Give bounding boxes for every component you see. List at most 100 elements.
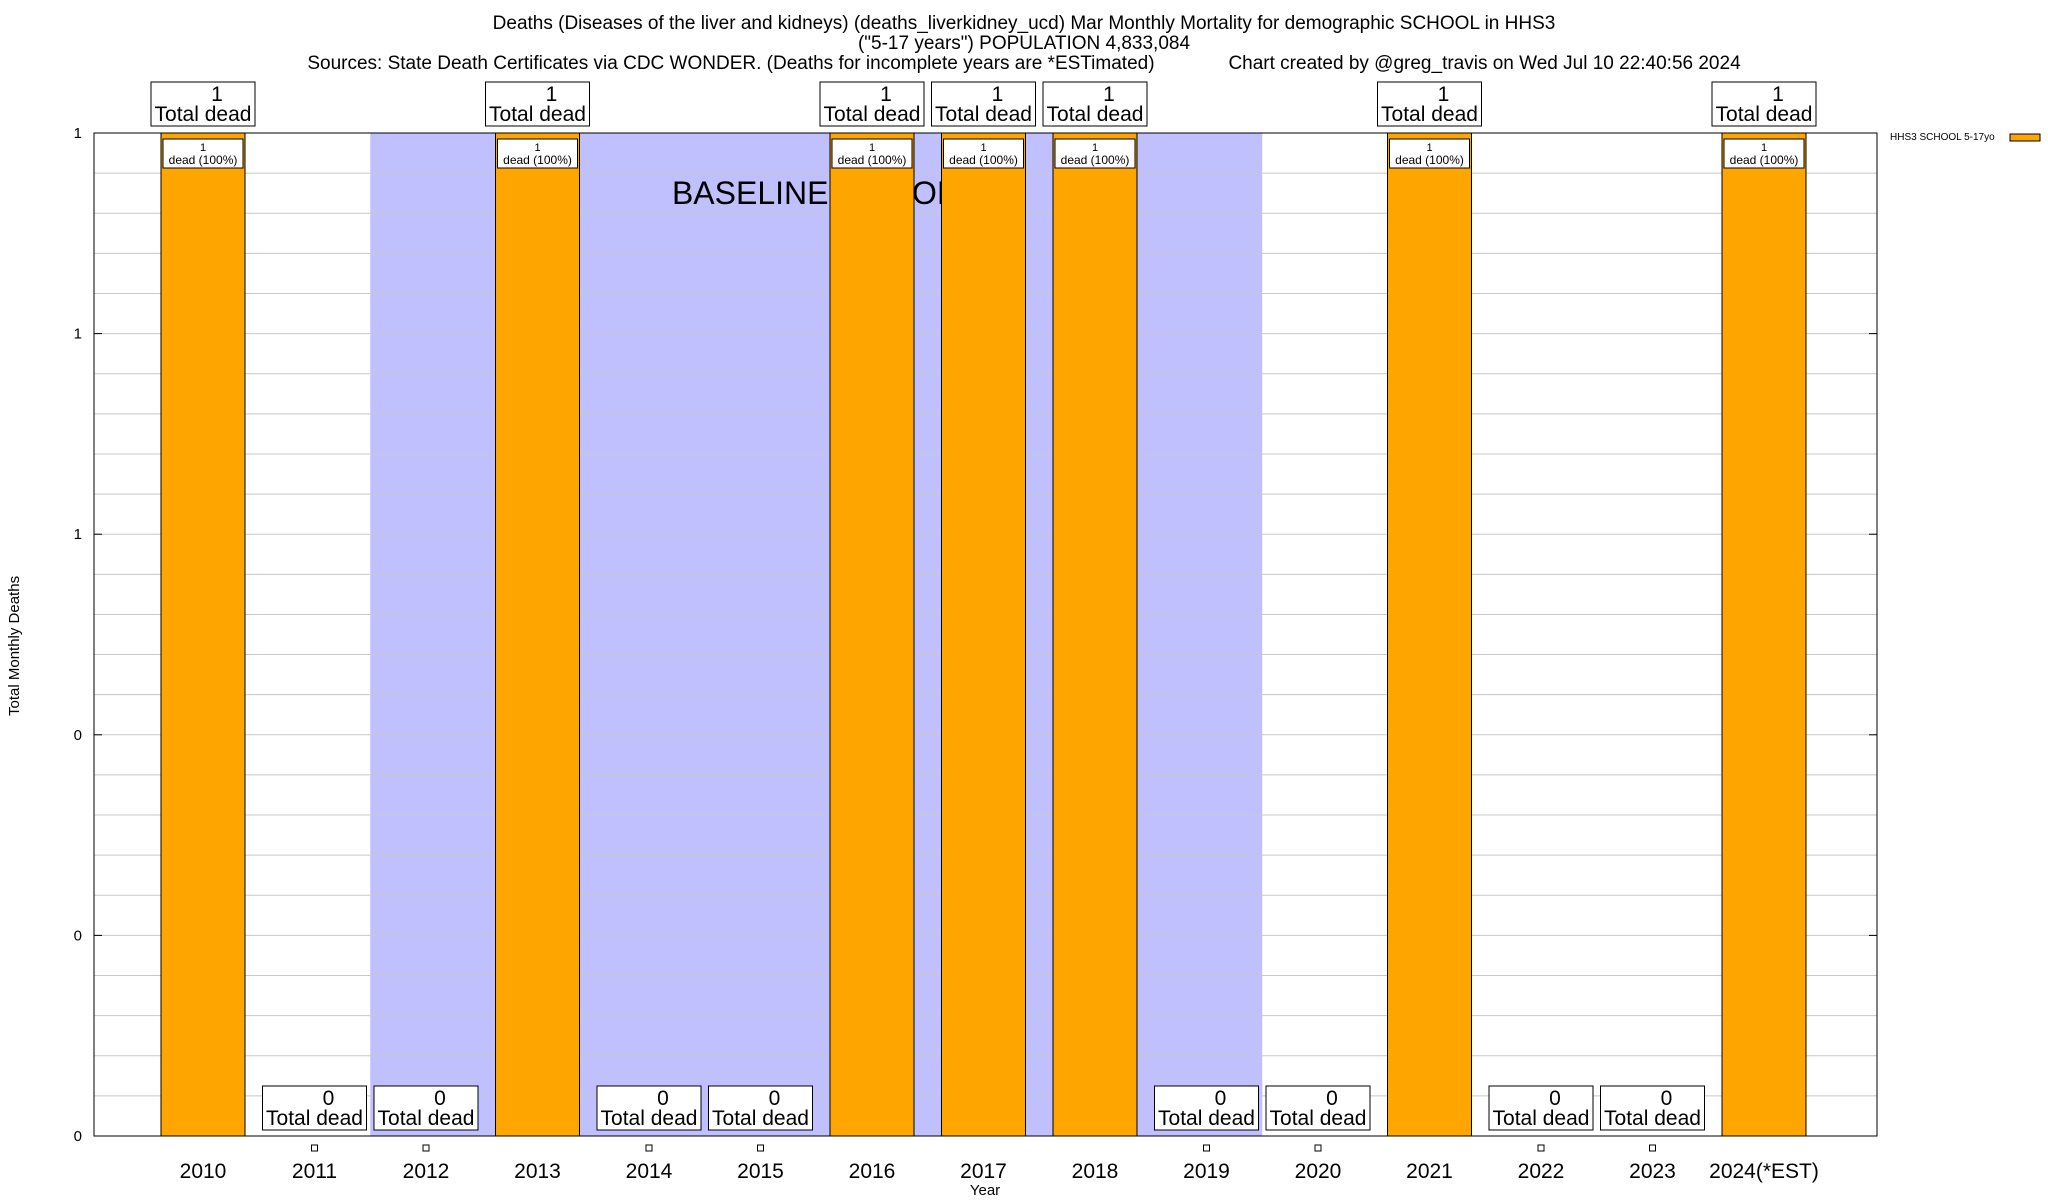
bar-total-label: Total dead [712, 1107, 809, 1130]
bar-total-value: 0 [323, 1087, 335, 1110]
bar-total-label: Total dead [1158, 1107, 1255, 1130]
bar-total-label-box [1711, 81, 1817, 127]
x-tick-label: 2022 [1518, 1160, 1565, 1183]
bar-total-value: 0 [1326, 1087, 1338, 1110]
x-axis-label: Year [969, 1182, 1001, 1199]
bar-total-label-box [373, 1085, 479, 1131]
y-tick-label: 0 [74, 1128, 82, 1145]
bar-inner-label: dead (100%) [1061, 153, 1130, 167]
chart-subtitle: ("5-17 years") POPULATION 4,833,084 [857, 33, 1191, 54]
bar-inner-label: dead (100%) [838, 153, 907, 167]
zero-marker [1314, 1144, 1322, 1152]
bar-total-label: Total dead [1381, 103, 1478, 126]
legend-label: HHS3 SCHOOL 5-17yo [1890, 132, 1995, 143]
bar [1052, 132, 1138, 1137]
bar-total-label: Total dead [601, 1107, 698, 1130]
bar-inner-label: dead (100%) [949, 153, 1018, 167]
x-tick-label: 2012 [403, 1160, 450, 1183]
bar-total-label-box [150, 81, 256, 127]
legend-swatch [2009, 133, 2041, 142]
zero-marker [422, 1144, 430, 1152]
bar-total-value: 1 [1103, 83, 1115, 106]
bar-total-label-box [1600, 1085, 1705, 1131]
zero-marker [1537, 1144, 1545, 1152]
bar-total-label-box [1042, 81, 1148, 127]
zero-marker [757, 1144, 764, 1152]
bar [941, 132, 1026, 1137]
bar-inner-label-box [831, 138, 913, 169]
bar-total-label-box [1488, 1085, 1594, 1131]
bar-total-value: 0 [434, 1087, 446, 1110]
bar [495, 132, 580, 1137]
bar-total-label-box [485, 81, 590, 127]
x-tick-label: 2020 [1295, 1160, 1342, 1183]
zero-marker [645, 1144, 653, 1152]
bar-total-label: Total dead [824, 103, 921, 126]
chart-title: Deaths (Diseases of the liver and kidney… [492, 13, 1556, 34]
bar-inner-value: 1 [1426, 142, 1432, 154]
bar-total-label: Total dead [155, 103, 252, 126]
x-tick-label: 2021 [1406, 1160, 1453, 1183]
bar-total-value: 1 [211, 83, 223, 106]
x-tick-label: 2019 [1183, 1160, 1230, 1183]
bar-total-label: Total dead [935, 103, 1032, 126]
y-tick-label: 0 [74, 927, 82, 944]
bar-total-label: Total dead [1716, 103, 1813, 126]
x-tick-label: 2013 [514, 1160, 561, 1183]
y-tick-label: 1 [74, 125, 82, 142]
bar-total-value: 1 [1772, 83, 1784, 106]
zero-marker [1649, 1144, 1656, 1152]
bar-inner-label-box [1723, 138, 1805, 169]
bar-inner-label-box [162, 138, 244, 169]
bar [829, 132, 915, 1137]
bar-total-value: 0 [1661, 1087, 1673, 1110]
bar [1387, 132, 1472, 1137]
x-tick-label: 2023 [1629, 1160, 1676, 1183]
bar-inner-value: 1 [1092, 142, 1098, 154]
bar-total-label: Total dead [489, 103, 586, 126]
bar-total-label-box [1154, 1085, 1259, 1131]
y-tick-label: 1 [74, 326, 82, 343]
bar-total-label-box [596, 1085, 702, 1131]
x-tick-label: 2017 [960, 1160, 1007, 1183]
bar-inner-label-box [1389, 138, 1470, 169]
bar-inner-value: 1 [980, 142, 986, 154]
bar-inner-label: dead (100%) [503, 153, 572, 167]
bar-total-value: 0 [657, 1087, 669, 1110]
y-tick-label: 0 [74, 727, 82, 744]
y-axis-label: Total Monthly Deaths [6, 575, 23, 716]
bar-total-label: Total dead [1270, 1107, 1367, 1130]
bar-total-label-box [931, 81, 1036, 127]
bar-total-value: 1 [1438, 83, 1450, 106]
bar-total-label-box [262, 1085, 367, 1131]
x-tick-label: 2024(*EST) [1709, 1160, 1819, 1183]
bar-total-value: 1 [880, 83, 892, 106]
bar-inner-label-box [497, 138, 578, 169]
x-tick-label: 2016 [849, 1160, 896, 1183]
bar-total-label: Total dead [1604, 1107, 1701, 1130]
x-tick-label: 2018 [1072, 1160, 1119, 1183]
zero-marker [1203, 1144, 1210, 1152]
baseline-period-label: BASELINE PERIOD [672, 175, 960, 211]
x-tick-label: 2011 [292, 1160, 337, 1183]
bar-inner-label: dead (100%) [1395, 153, 1464, 167]
bar-inner-value: 1 [200, 142, 206, 154]
bar-inner-value: 1 [869, 142, 875, 154]
bar-total-label-box [708, 1085, 813, 1131]
bar-total-label: Total dead [1047, 103, 1144, 126]
bar-inner-label: dead (100%) [169, 153, 238, 167]
bar [1721, 132, 1807, 1137]
bar-inner-value: 1 [1761, 142, 1767, 154]
bar-total-value: 1 [546, 83, 558, 106]
x-tick-label: 2014 [626, 1160, 673, 1183]
x-tick-label: 2015 [737, 1160, 784, 1183]
x-tick-label: 2010 [180, 1160, 227, 1183]
bar-total-value: 0 [1549, 1087, 1561, 1110]
bar-total-label-box [819, 81, 925, 127]
bar [160, 132, 246, 1137]
bar-total-label: Total dead [378, 1107, 475, 1130]
bar-total-label: Total dead [1493, 1107, 1590, 1130]
bar-total-value: 1 [992, 83, 1004, 106]
bar-inner-label-box [943, 138, 1024, 169]
